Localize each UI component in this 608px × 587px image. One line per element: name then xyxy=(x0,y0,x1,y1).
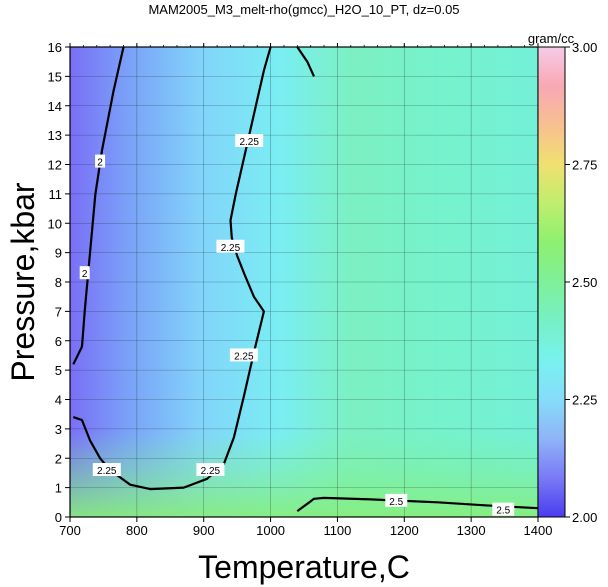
y-tick-label: 3 xyxy=(55,422,62,437)
contour-label: 2.5 xyxy=(496,506,510,517)
contour-label-bg xyxy=(79,266,90,280)
colorbar-ticks: 2.00 2.25 2.50 2.75 3.00 xyxy=(565,40,597,525)
y-tick-label: 0 xyxy=(55,510,62,525)
y-tick-label: 11 xyxy=(49,187,63,202)
x-tick-label: 1100 xyxy=(323,523,351,538)
y-tick-label: 8 xyxy=(55,275,62,290)
x-tick-label: 1400 xyxy=(524,523,553,538)
x-tick-label: 800 xyxy=(126,523,148,538)
y-tick-label: 5 xyxy=(55,363,62,378)
colorbar-unit-label: gram/cc xyxy=(528,31,575,46)
contour-label-bg xyxy=(229,348,258,362)
colorbar-tick-label: 2.75 xyxy=(572,158,597,173)
x-tick-label: 900 xyxy=(193,523,215,538)
contour-line-2.5 xyxy=(296,496,538,512)
contour-label: 2.25 xyxy=(234,351,254,362)
plot-area xyxy=(70,47,538,517)
grid-lines xyxy=(70,47,538,517)
contour-label-bg xyxy=(385,493,408,507)
y-tick-label: 12 xyxy=(48,158,62,173)
contour-label-bg xyxy=(196,463,225,476)
colorbar: gram/cc 2.00 2.25 2.50 2.75 3.00 xyxy=(528,31,597,525)
contour-label: 2.25 xyxy=(221,243,241,254)
chart-title: MAM2005_M3_melt-rho(gmcc)_H2O_10_PT, dz=… xyxy=(148,2,459,17)
contour-label: 2 xyxy=(97,158,103,169)
contour-label-bg xyxy=(216,239,245,253)
contour-label-bg xyxy=(235,134,264,147)
colorbar-tick-label: 2.25 xyxy=(572,393,597,408)
contour-label-bg xyxy=(492,502,515,516)
y-tick-label: 15 xyxy=(48,69,62,84)
colorbar-tick-label: 2.50 xyxy=(572,275,597,290)
y-tick-label: 1 xyxy=(55,481,62,496)
contour-label: 2.25 xyxy=(97,466,117,477)
contour-label: 2.25 xyxy=(201,466,221,477)
y-tick-label: 9 xyxy=(55,246,62,261)
contour-label-bg xyxy=(95,154,106,168)
y-tick-label: 6 xyxy=(55,334,62,349)
colorbar-tick-label: 2.00 xyxy=(572,510,597,525)
x-tick-label: 700 xyxy=(59,523,81,538)
y-tick-label: 14 xyxy=(48,99,62,114)
x-tick-label: 1300 xyxy=(457,523,486,538)
y-tick-label: 13 xyxy=(48,128,62,143)
x-axis: 700 800 900 1000 1100 1200 1300 1400 xyxy=(59,43,552,538)
y-tick-label: 16 xyxy=(48,40,62,55)
y-tick-label: 7 xyxy=(55,304,62,319)
x-tick-label: 1000 xyxy=(256,523,285,538)
contour-label-bg xyxy=(92,463,121,476)
colorbar-tick-label: 3.00 xyxy=(572,40,597,55)
contour-line-2.25 xyxy=(296,47,316,77)
y-tick-label: 10 xyxy=(48,216,62,231)
y-tick-label: 2 xyxy=(55,451,62,466)
colorbar-gradient xyxy=(537,46,566,518)
high-density-band xyxy=(70,430,538,517)
x-tick-label: 1200 xyxy=(390,523,419,538)
contour-labels: 2 2 2.25 2.25 2.25 2.25 2.25 2.5 2.5 xyxy=(79,134,515,517)
contour-line-2 xyxy=(72,47,125,365)
x-axis-label: Temperature,C xyxy=(198,549,410,585)
y-axis-label: Pressure,kbar xyxy=(5,182,41,382)
contour-label: 2.25 xyxy=(239,137,259,148)
contour-label: 2.5 xyxy=(389,497,403,508)
y-tick-label: 4 xyxy=(55,393,62,408)
contour-label: 2 xyxy=(82,269,88,280)
